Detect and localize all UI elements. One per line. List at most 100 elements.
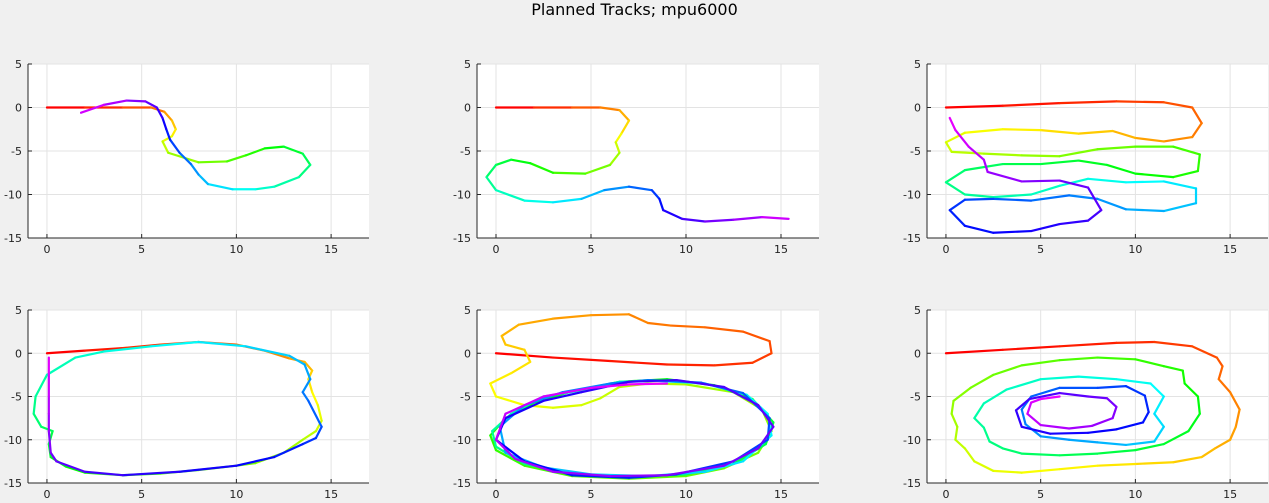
track-segment (235, 455, 276, 467)
y-tick-label: -10 (903, 189, 921, 202)
track-segment (1111, 129, 1137, 140)
track-segment (32, 412, 43, 428)
track-segment (1086, 209, 1103, 222)
x-tick-label: 15 (324, 488, 338, 501)
track-segment (1096, 197, 1128, 211)
track-segment (1058, 356, 1099, 362)
track-segment (49, 451, 58, 463)
track-segment (1039, 129, 1080, 135)
x-tick-label: 0 (493, 243, 500, 256)
x-tick-label: 5 (138, 243, 145, 256)
track-segment (273, 176, 301, 188)
track-segment (1030, 397, 1042, 404)
track-segment (952, 386, 972, 402)
track-segment (1162, 202, 1198, 213)
track-segment (1058, 452, 1099, 457)
track-segment (1096, 356, 1137, 361)
track-segment (254, 185, 276, 191)
track-segment (551, 197, 583, 204)
track-segment (1086, 186, 1103, 212)
track-segment (170, 119, 177, 131)
track-segment (1124, 440, 1156, 447)
y-tick-label: -15 (453, 477, 471, 490)
track-segment (580, 397, 602, 407)
track-segment (944, 348, 1004, 355)
track-segment (1115, 421, 1145, 431)
track-segment (1077, 159, 1109, 167)
track-segment (1162, 365, 1184, 372)
track-segment (1134, 461, 1175, 466)
track-segment (963, 447, 976, 463)
track-segment (969, 373, 995, 389)
y-tick-label: -5 (11, 145, 22, 158)
track-segment (494, 438, 517, 460)
track-segment (662, 209, 684, 220)
track-segment (1134, 358, 1165, 368)
track-segment (620, 119, 631, 135)
track-segment (161, 140, 170, 154)
track-segment (1134, 136, 1165, 143)
track-segment (1162, 180, 1198, 190)
track-segment (618, 109, 631, 122)
track-segment (954, 129, 970, 148)
track-segment (542, 391, 583, 402)
track-segment (489, 382, 498, 398)
track-segment (1026, 401, 1033, 415)
track-segment (244, 345, 291, 357)
track-segment (1039, 375, 1080, 381)
track-segment (1014, 409, 1023, 428)
track-segment (1196, 395, 1201, 415)
track-segment (1020, 452, 1061, 457)
track-segment (178, 464, 238, 473)
track-segment (1217, 365, 1224, 381)
track-segment (542, 386, 593, 398)
track-segment (603, 185, 631, 192)
x-tick-label: 15 (324, 243, 338, 256)
subplot-2: 0 5 10 15 5 0 -5 -10 -15 (453, 58, 819, 256)
track-segment (1090, 417, 1114, 428)
figure-title: Planned Tracks; mpu6000 (531, 0, 738, 19)
track-segment (74, 350, 105, 359)
track-segment (973, 460, 995, 472)
track-segment (504, 399, 545, 420)
track-segment (963, 128, 1004, 134)
track-segment (992, 469, 1023, 474)
track-segment (311, 391, 319, 407)
track-segment (32, 395, 37, 415)
track-segment (992, 193, 1033, 199)
track-segment (1124, 385, 1146, 397)
track-segment (732, 216, 764, 221)
track-segment (301, 430, 318, 441)
track-segment (1134, 442, 1165, 452)
track-segment (144, 100, 158, 109)
track-segment (161, 116, 168, 131)
track-segment (1153, 425, 1165, 443)
track-segment (1187, 412, 1201, 433)
x-tick-label: 0 (493, 488, 500, 501)
x-tick-label: 0 (942, 243, 949, 256)
track-segment (314, 419, 323, 433)
track-segment (1162, 135, 1194, 143)
track-segment (982, 426, 991, 443)
y-tick-label: 5 (914, 304, 921, 317)
track-segment (45, 356, 77, 376)
track-segment (963, 162, 1004, 172)
track-segment (703, 218, 735, 223)
track-segment (551, 404, 583, 409)
x-tick-label: 10 (1128, 243, 1142, 256)
track-segment (1058, 464, 1099, 471)
track-segment (1234, 408, 1241, 428)
track-segment (614, 132, 623, 144)
track-segment (206, 182, 234, 191)
track-segment (150, 340, 200, 348)
track-segment (1124, 180, 1165, 184)
track-segment (658, 197, 665, 212)
track-segment (982, 152, 1023, 157)
track-segment (1058, 100, 1118, 105)
track-segment (1229, 425, 1237, 441)
track-segment (944, 104, 1004, 109)
x-tick-label: 5 (588, 488, 595, 501)
track-segment (681, 217, 707, 223)
track-segment (1030, 386, 1061, 398)
track-segment (40, 425, 54, 433)
